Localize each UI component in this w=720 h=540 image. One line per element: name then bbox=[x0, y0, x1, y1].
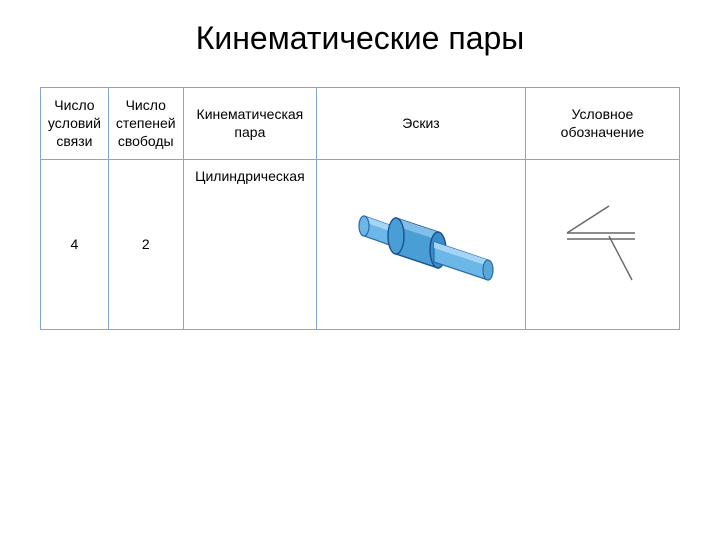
slide-container: Кинематические пары Число условий связи … bbox=[0, 0, 720, 540]
header-dof: Число степеней свободы bbox=[108, 88, 183, 160]
kinematic-table: Число условий связи Число степеней свобо… bbox=[40, 87, 680, 330]
cell-pair-name: Цилиндрическая bbox=[183, 159, 317, 329]
cell-symbol bbox=[525, 159, 679, 329]
cell-constraints: 4 bbox=[41, 159, 109, 329]
header-constraints: Число условий связи bbox=[41, 88, 109, 160]
cell-dof: 2 bbox=[108, 159, 183, 329]
table-header-row: Число условий связи Число степеней свобо… bbox=[41, 88, 680, 160]
slide-title: Кинематические пары bbox=[40, 20, 680, 57]
header-symbol: Условное обозначение bbox=[525, 88, 679, 160]
cell-sketch bbox=[317, 159, 526, 329]
table-data-row: 4 2 Цилиндрическая bbox=[41, 159, 680, 329]
header-pair: Кинематическая пара bbox=[183, 88, 317, 160]
header-sketch: Эскиз bbox=[317, 88, 526, 160]
cylindrical-pair-symbol-icon bbox=[537, 188, 667, 298]
cylindrical-pair-sketch-icon bbox=[326, 168, 516, 318]
